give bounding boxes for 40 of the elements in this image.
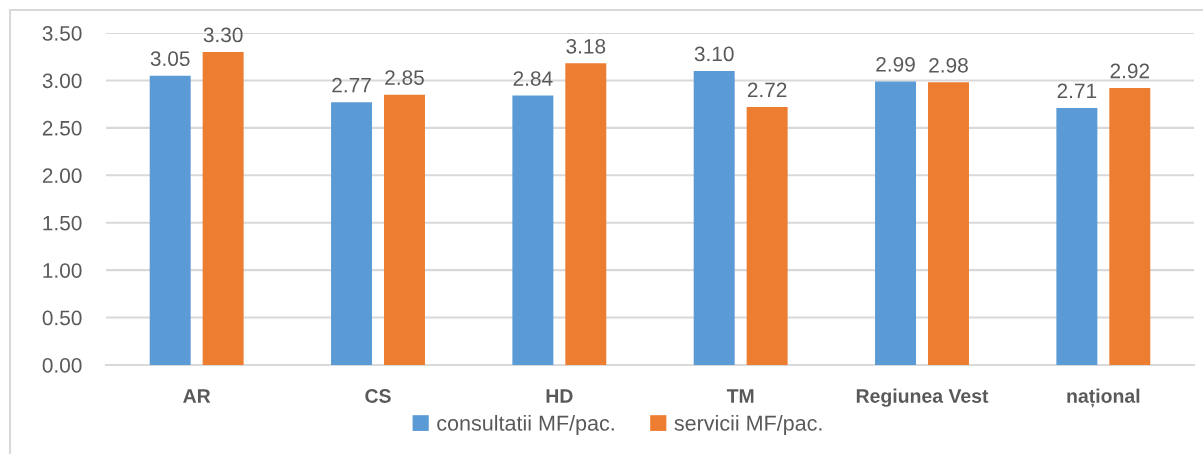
y-tick-label: 3.00 (42, 73, 82, 89)
bar (565, 63, 607, 365)
data-label: 2.85 (385, 70, 424, 85)
data-label: 2.84 (513, 71, 553, 86)
bar (875, 81, 917, 365)
bar (927, 82, 969, 365)
data-label: 3.10 (694, 46, 734, 62)
bar (149, 75, 191, 365)
bar (512, 95, 554, 365)
data-label: 3.18 (566, 38, 606, 54)
y-tick-label: 1.50 (43, 215, 82, 231)
data-label: 2.99 (876, 56, 915, 72)
x-tick-label: CS (365, 389, 391, 403)
y-tick-label: 0.50 (42, 310, 82, 326)
bar (1109, 88, 1151, 365)
x-tick-label: HD (546, 389, 573, 403)
data-label: 2.71 (1057, 83, 1097, 99)
x-tick-label: Regiunea Vest (856, 388, 989, 407)
data-label: 3.05 (150, 51, 190, 67)
data-label: 2.92 (1110, 63, 1150, 79)
y-tick-label: 2.50 (42, 120, 82, 136)
y-tick-label: 2.00 (42, 168, 82, 184)
bar (746, 106, 788, 365)
data-label: 2.77 (332, 77, 371, 93)
data-label: 2.72 (747, 82, 787, 98)
bar (693, 70, 735, 365)
y-tick-label: 3.50 (42, 26, 82, 41)
x-tick-label: AR (183, 389, 211, 403)
bar (202, 51, 244, 365)
legend-label: consultatii MF/pac. (437, 414, 614, 436)
bar (383, 94, 425, 365)
data-label: 2.98 (929, 57, 968, 73)
y-tick-label: 0.00 (42, 358, 82, 373)
x-tick-label: TM (726, 389, 754, 403)
bar (1056, 107, 1098, 365)
data-label: 3.30 (203, 27, 243, 43)
y-tick-label: 1.00 (43, 263, 82, 278)
x-tick-label: național (1067, 388, 1140, 408)
legend-label: servicii MF/pac. (674, 414, 822, 436)
bar (331, 102, 373, 365)
